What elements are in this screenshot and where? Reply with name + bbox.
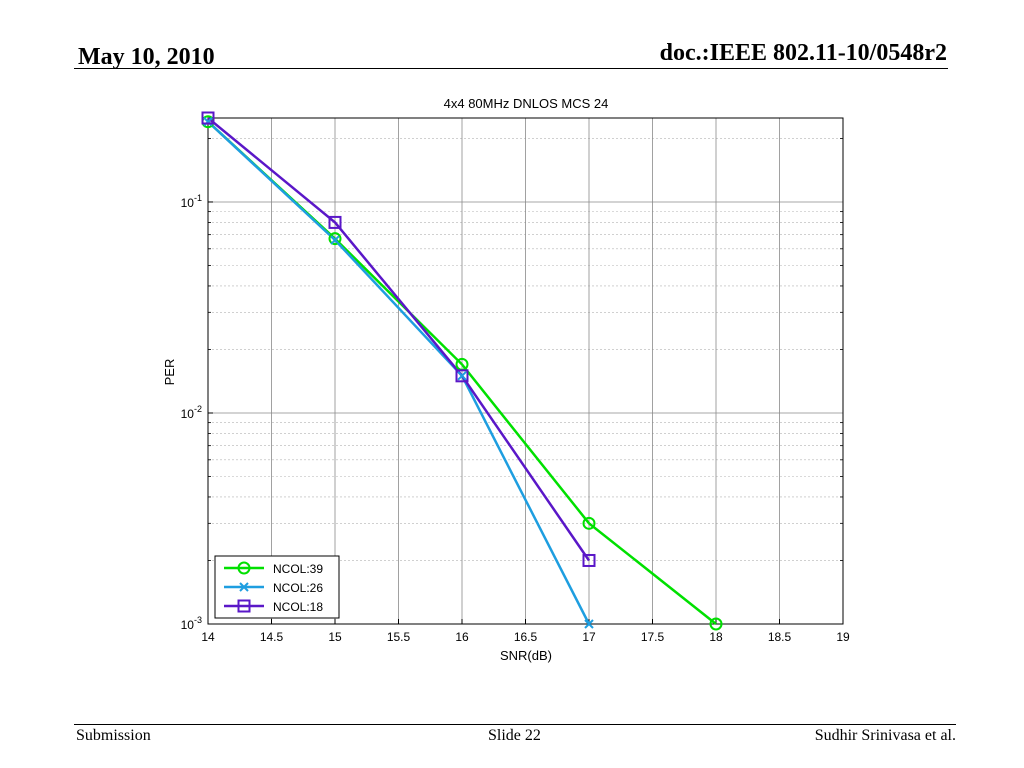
y-tick-exponent: -3 bbox=[194, 615, 202, 625]
marker-stroke bbox=[239, 582, 249, 592]
chart-title: 4x4 80MHz DNLOS MCS 24 bbox=[444, 96, 609, 111]
legend-marker bbox=[237, 561, 251, 575]
y-tick-base: 10 bbox=[181, 407, 195, 421]
x-tick-label: 19 bbox=[836, 630, 850, 644]
footer-authors: Sudhir Srinivasa et al. bbox=[814, 727, 956, 744]
x-tick-label: 15 bbox=[328, 630, 342, 644]
data-point-circle bbox=[582, 516, 596, 530]
footer-slide-number: Slide 22 bbox=[488, 727, 541, 744]
marker-stroke bbox=[584, 619, 594, 629]
series-markers bbox=[201, 111, 723, 631]
data-point-square bbox=[582, 553, 596, 567]
series-line-ncol-26 bbox=[207, 120, 591, 625]
y-tick-label: 10-1 bbox=[181, 193, 202, 210]
data-point-square bbox=[455, 369, 469, 383]
marker-stroke bbox=[330, 235, 340, 245]
x-axis-ticks: 14 14.5 15 15.5 16 16.5 17 17.5 18 18.5 19 bbox=[201, 619, 850, 644]
legend: NCOL:39 NCOL:26 NCOL:18 bbox=[214, 555, 340, 619]
data-point-square bbox=[201, 111, 215, 125]
legend-label: NCOL:18 bbox=[273, 600, 323, 614]
legend-marker bbox=[237, 599, 251, 613]
data-point-x bbox=[584, 619, 594, 629]
x-tick-label: 17 bbox=[582, 630, 596, 644]
x-tick-label: 16 bbox=[455, 630, 469, 644]
series-lines bbox=[207, 117, 717, 625]
x-axis-label: SNR(dB) bbox=[500, 648, 552, 663]
legend-label: NCOL:26 bbox=[273, 581, 323, 595]
x-tick-label: 16.5 bbox=[514, 630, 538, 644]
x-tick-label: 14.5 bbox=[260, 630, 284, 644]
legend-label: NCOL:39 bbox=[273, 562, 323, 576]
marker-stroke bbox=[457, 371, 467, 381]
x-tick-label: 15.5 bbox=[387, 630, 411, 644]
footer-submission: Submission bbox=[76, 727, 151, 744]
y-tick-exponent: -1 bbox=[194, 193, 202, 203]
y-tick-base: 10 bbox=[181, 196, 195, 210]
x-tick-label: 17.5 bbox=[641, 630, 665, 644]
series-line-ncol-18 bbox=[207, 117, 591, 562]
y-tick-exponent: -2 bbox=[194, 404, 202, 414]
slide-date: May 10, 2010 bbox=[78, 44, 215, 70]
x-tick-label: 18.5 bbox=[768, 630, 792, 644]
data-point-circle bbox=[709, 617, 723, 631]
data-point-circle bbox=[328, 232, 342, 246]
data-point-x bbox=[330, 235, 340, 245]
y-axis-ticks: 10-310-210-1 bbox=[181, 138, 843, 632]
legend-marker bbox=[239, 582, 249, 592]
y-tick-label: 10-3 bbox=[181, 615, 202, 632]
x-tick-label: 18 bbox=[709, 630, 723, 644]
header-divider bbox=[74, 68, 948, 69]
data-point-x bbox=[457, 371, 467, 381]
document-id: doc.:IEEE 802.11-10/0548r2 bbox=[659, 40, 947, 66]
y-tick-base: 10 bbox=[181, 618, 195, 632]
x-tick-label: 14 bbox=[201, 630, 215, 644]
y-tick-label: 10-2 bbox=[181, 404, 202, 421]
footer-divider bbox=[74, 724, 956, 725]
y-axis-label: PER bbox=[162, 359, 177, 386]
data-point-square bbox=[328, 215, 342, 229]
